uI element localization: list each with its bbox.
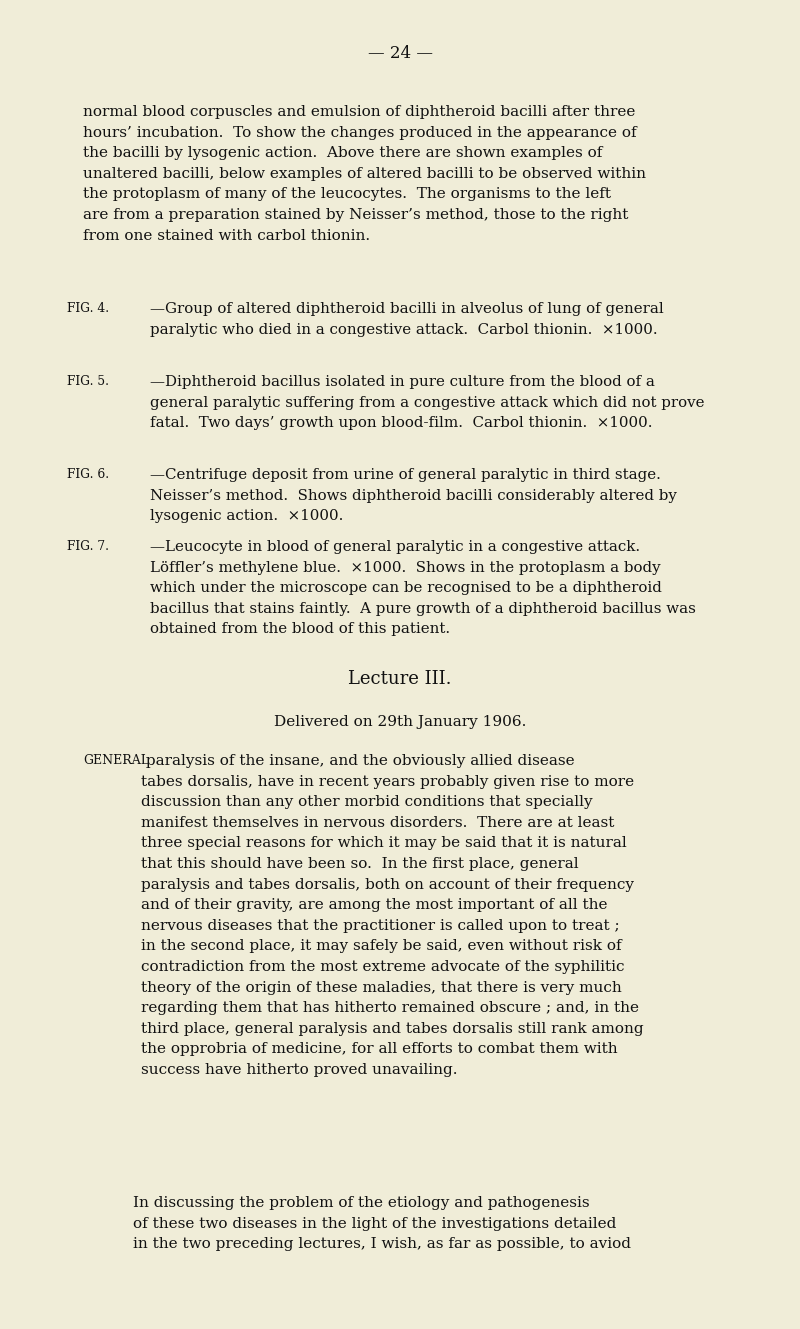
Text: —Leucocyte in blood of general paralytic in a congestive attack.
Löffler’s methy: —Leucocyte in blood of general paralytic… bbox=[150, 540, 696, 637]
Text: FIG. 5.: FIG. 5. bbox=[67, 375, 109, 388]
Text: —Group of altered diphtheroid bacilli in alveolus of lung of general
paralytic w: —Group of altered diphtheroid bacilli in… bbox=[150, 302, 664, 336]
Text: Delivered on 29th January 1906.: Delivered on 29th January 1906. bbox=[274, 715, 526, 730]
Text: — 24 —: — 24 — bbox=[367, 45, 433, 62]
Text: FIG. 6.: FIG. 6. bbox=[67, 468, 109, 481]
Text: GENERAL: GENERAL bbox=[83, 754, 149, 767]
Text: paralysis of the insane, and the obviously allied disease
tabes dorsalis, have i: paralysis of the insane, and the obvious… bbox=[141, 754, 644, 1076]
Text: —Centrifuge deposit from urine of general paralytic in third stage.
Neisser’s me: —Centrifuge deposit from urine of genera… bbox=[150, 468, 677, 524]
Text: FIG. 7.: FIG. 7. bbox=[67, 540, 109, 553]
Text: FIG. 4.: FIG. 4. bbox=[67, 302, 109, 315]
Text: In discussing the problem of the etiology and pathogenesis
of these two diseases: In discussing the problem of the etiolog… bbox=[133, 1196, 631, 1251]
Text: normal blood corpuscles and emulsion of diphtheroid bacilli after three
hours’ i: normal blood corpuscles and emulsion of … bbox=[83, 105, 646, 243]
Text: Lecture III.: Lecture III. bbox=[348, 670, 452, 688]
Text: —Diphtheroid bacillus isolated in pure culture from the blood of a
general paral: —Diphtheroid bacillus isolated in pure c… bbox=[150, 375, 705, 431]
